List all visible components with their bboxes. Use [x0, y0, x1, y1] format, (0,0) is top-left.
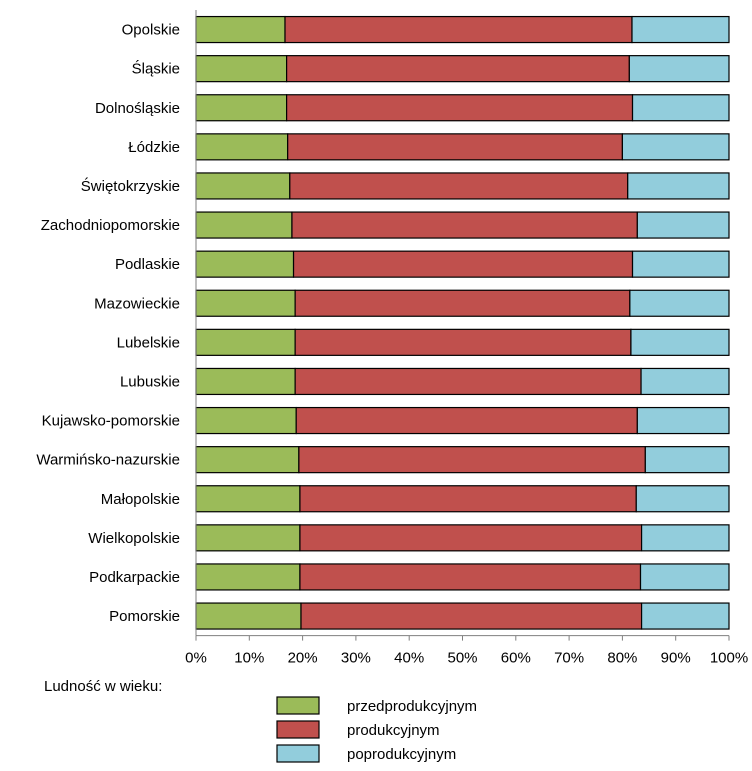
bar-segment-produkcyjnym: [289, 172, 629, 200]
x-tick-label: 30%: [341, 650, 371, 667]
category-label: Wielkopolskie: [88, 530, 180, 547]
bar-segment-przedprodukcyjnym: [195, 172, 291, 200]
bar-segment-przedprodukcyjnym: [195, 250, 295, 278]
bar-segment-przedprodukcyjnym: [195, 94, 288, 122]
bar-segment-poprodukcyjnym: [640, 367, 730, 396]
bar-segment-produkcyjnym: [299, 563, 642, 591]
bar-segment-przedprodukcyjnym: [195, 563, 301, 591]
category-label: Warmińsko-nazurskie: [36, 452, 180, 469]
legend-label-poprodukcyjnym: poprodukcyjnym: [347, 746, 456, 763]
bar-segment-poprodukcyjnym: [639, 563, 730, 591]
bar-segment-produkcyjnym: [291, 211, 638, 239]
bar-segment-produkcyjnym: [286, 55, 630, 83]
legend-swatch-poprodukcyjnym: [276, 744, 320, 763]
category-label: Mazowieckie: [94, 295, 180, 312]
bar-segment-poprodukcyjnym: [635, 485, 730, 513]
x-tick-label: 80%: [607, 650, 637, 667]
bar-segment-poprodukcyjnym: [636, 406, 730, 435]
category-label: Pomorskie: [109, 608, 180, 625]
bar-segment-produkcyjnym: [294, 367, 642, 396]
legend-label-produkcyjnym: produkcyjnym: [347, 722, 440, 739]
bar-segment-przedprodukcyjnym: [195, 406, 297, 435]
category-label: Podlaskie: [115, 256, 180, 273]
category-label: Opolskie: [122, 22, 180, 39]
legend-swatch-produkcyjnym: [276, 720, 320, 739]
x-tick-label: 40%: [394, 650, 424, 667]
bar-segment-przedprodukcyjnym: [195, 485, 301, 513]
bar-segment-produkcyjnym: [294, 328, 632, 356]
bar-segment-poprodukcyjnym: [631, 15, 730, 44]
bar-segment-przedprodukcyjnym: [195, 289, 296, 317]
bar-segment-przedprodukcyjnym: [195, 55, 288, 83]
bar-segment-poprodukcyjnym: [636, 211, 730, 239]
x-tick-label: 10%: [234, 650, 264, 667]
bars-group: [195, 15, 730, 630]
bar-segment-przedprodukcyjnym: [195, 367, 296, 396]
bar-segment-przedprodukcyjnym: [195, 328, 296, 356]
bar-segment-poprodukcyjnym: [629, 289, 730, 317]
category-label: Świętokrzyskie: [81, 177, 180, 195]
category-label: Dolnośląskie: [95, 100, 180, 117]
bar-segment-poprodukcyjnym: [630, 328, 730, 356]
x-tick-label: 0%: [185, 650, 207, 667]
x-axis-ticks: 0% 10% 20% 30% 40% 50% 60% 70% 80% 90% 100%: [185, 635, 748, 667]
x-tick-label: 60%: [501, 650, 531, 667]
legend-title: Ludność w wieku:: [44, 678, 163, 695]
bar-segment-poprodukcyjnym: [631, 94, 730, 122]
category-label: Zachodniopomorskie: [41, 217, 180, 234]
bar-segment-przedprodukcyjnym: [195, 524, 301, 552]
category-label: Podkarpackie: [89, 569, 180, 586]
bar-segment-produkcyjnym: [286, 94, 634, 122]
category-labels: Opolskie Śląskie Dolnośląskie Łódzkie Święto…: [36, 22, 180, 625]
category-label: Śląskie: [132, 60, 180, 78]
bar-segment-poprodukcyjnym: [628, 55, 730, 83]
x-tick-label: 70%: [554, 650, 584, 667]
bar-segment-przedprodukcyjnym: [195, 446, 300, 474]
bar-segment-poprodukcyjnym: [621, 133, 730, 161]
category-label: Łódzkie: [128, 139, 180, 156]
bar-segment-poprodukcyjnym: [644, 446, 730, 474]
legend-swatch-przedprodukcyjnym: [276, 696, 320, 715]
category-label: Lubuskie: [120, 373, 180, 390]
bar-segment-poprodukcyjnym: [640, 602, 730, 630]
bar-segment-produkcyjnym: [294, 289, 631, 317]
bar-segment-produkcyjnym: [295, 406, 638, 435]
bar-segment-poprodukcyjnym: [627, 172, 730, 200]
bar-segment-poprodukcyjnym: [640, 524, 730, 552]
bar-segment-przedprodukcyjnym: [195, 602, 302, 630]
x-tick-label: 90%: [661, 650, 691, 667]
bar-segment-przedprodukcyjnym: [195, 133, 289, 161]
x-tick-label: 20%: [288, 650, 318, 667]
bar-segment-przedprodukcyjnym: [195, 211, 293, 239]
legend: przedprodukcyjnym produkcyjnym poprodukcyj…: [276, 696, 477, 763]
bar-segment-produkcyjnym: [298, 446, 646, 474]
bar-segment-produkcyjnym: [292, 250, 634, 278]
x-tick-label: 50%: [447, 650, 477, 667]
bar-segment-produkcyjnym: [287, 133, 623, 161]
legend-label-przedprodukcyjnym: przedprodukcyjnym: [347, 698, 477, 715]
category-label: Kujawsko-pomorskie: [42, 413, 180, 430]
x-tick-label: 100%: [710, 650, 748, 667]
category-label: Lubelskie: [117, 334, 180, 351]
bar-segment-produkcyjnym: [299, 485, 637, 513]
bar-segment-produkcyjnym: [299, 524, 643, 552]
bar-segment-produkcyjnym: [300, 602, 643, 630]
bar-segment-poprodukcyjnym: [631, 250, 730, 278]
bar-segment-produkcyjnym: [284, 15, 633, 44]
bar-segment-przedprodukcyjnym: [195, 15, 286, 44]
category-label: Małopolskie: [101, 491, 180, 508]
